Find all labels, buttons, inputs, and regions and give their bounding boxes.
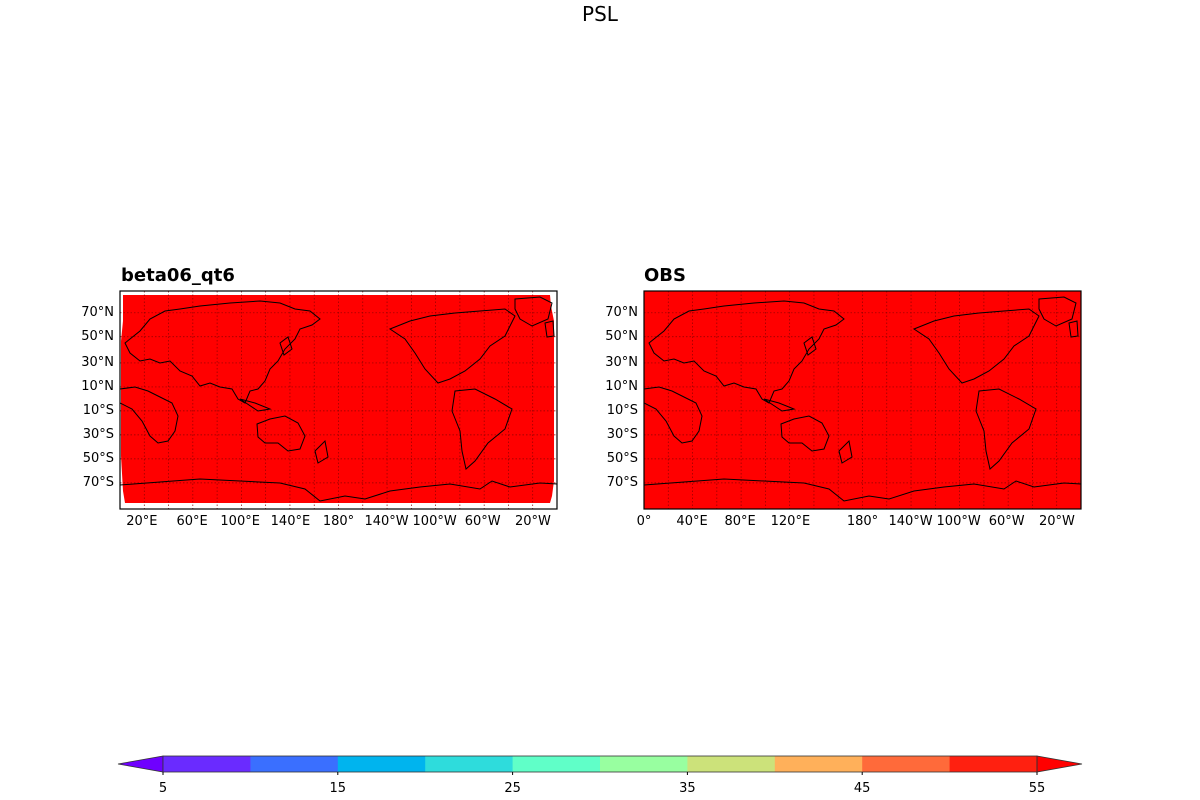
colorbar-segment [163,756,251,772]
panel-title-right: OBS [644,265,686,286]
coastline-0 [648,300,845,404]
lon-tick-label: 140°W [888,514,933,529]
coastline-1 [119,386,179,444]
lon-tick-label: 100°E [220,514,260,529]
figure-suptitle: PSL [582,2,618,26]
lon-tick-label: 80°E [724,514,756,529]
colorbar-segment [774,756,863,772]
lat-tick-label: 50°N [605,328,638,344]
lon-tick-label: 20°W [1039,514,1075,529]
island-0 [803,336,817,356]
colorbar-outline [162,755,1038,773]
map-border [643,290,1082,510]
lat-tick-label: 10°N [81,378,114,394]
colorbar-tick-label: 25 [504,781,521,796]
coastline-3 [388,308,516,384]
island-2 [838,439,853,464]
lon-tick-label: 60°W [988,514,1025,529]
island-1 [763,398,796,412]
coastline-4 [1038,296,1077,327]
coastline-2 [780,415,830,452]
lon-tick-label: 140°W [364,514,409,529]
coastline-2 [256,415,306,452]
lat-tick-label: 50°S [606,450,638,466]
lon-tick-label: 20°W [515,514,551,529]
colorbar-tick-label: 35 [679,781,696,796]
colorbar-extend-low [117,755,164,773]
colorbar [117,755,1083,775]
colorbar-segment [512,756,601,772]
coastline-6 [119,478,558,502]
lat-tick-label: 10°N [605,378,638,394]
colorbar-extend-high [1036,755,1083,773]
lon-tick-label: 120°E [770,514,811,529]
colorbar-tick-label: 5 [158,781,168,796]
map-right [643,290,1082,510]
coastline-3 [912,308,1040,384]
field-fill [121,295,554,503]
lat-tick-label: 30°S [606,426,638,442]
lon-tick-label: 100°W [936,514,981,529]
lat-tick-label: 50°N [81,328,114,344]
lat-tick-label: 10°S [82,402,114,418]
lon-tick-label: 180° [846,514,879,529]
lon-tick-label: 140°E [270,514,311,529]
lat-tick-label: 30°S [82,426,114,442]
lon-tick-label: 40°E [676,514,708,529]
coastline-5 [451,388,513,470]
colorbar-segment [337,756,426,772]
colorbar-segment [862,756,951,772]
map-border [119,290,558,510]
lon-tick-label: 180° [322,514,355,529]
lon-tick-label: 20°E [126,514,158,529]
lon-tick-label: 60°W [464,514,501,529]
lat-tick-label: 70°N [605,304,638,320]
colorbar-segment [687,756,776,772]
coastline-4 [514,296,553,327]
colorbar-segment [250,756,339,772]
colorbar-tick-label: 55 [1028,781,1046,796]
lat-tick-label: 30°N [81,354,114,370]
panel-title-left: beta06_qt6 [121,265,235,286]
colorbar-segment [949,756,1038,772]
coastline-0 [124,300,321,404]
coastline-5 [975,388,1037,470]
island-3 [544,320,555,338]
lat-tick-label: 10°S [606,402,638,418]
colorbar-segment [600,756,688,772]
lat-tick-label: 30°N [605,354,638,370]
map-left [119,290,558,510]
island-3 [1068,320,1079,338]
colorbar-tick-label: 15 [329,781,347,796]
island-0 [279,336,293,356]
coastline-1 [643,386,703,444]
lat-tick-label: 70°S [606,474,638,490]
lat-tick-label: 70°N [81,304,114,320]
lon-tick-label: 60°E [176,514,208,529]
colorbar-tick-label: 45 [853,781,871,796]
lat-tick-label: 50°S [82,450,114,466]
coastline-6 [643,478,1082,502]
island-2 [314,439,329,464]
colorbar-segment [425,756,514,772]
island-1 [239,398,272,412]
lon-tick-label: 100°W [412,514,457,529]
lon-tick-label: 0° [636,514,652,529]
lat-tick-label: 70°S [82,474,114,490]
